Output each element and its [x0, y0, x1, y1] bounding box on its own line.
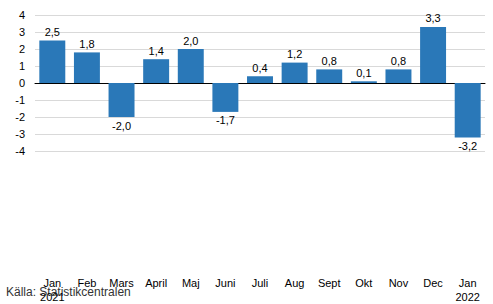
svg-text:1,8: 1,8 — [79, 38, 94, 50]
svg-text:2021: 2021 — [40, 291, 64, 303]
svg-text:Sept: Sept — [318, 277, 341, 289]
svg-text:Källa: Statistikcentralen: Källa: Statistikcentralen — [6, 285, 131, 299]
svg-text:Jan: Jan — [459, 277, 477, 289]
svg-text:2: 2 — [19, 43, 25, 55]
svg-text:-2: -2 — [15, 111, 25, 123]
svg-text:2,0: 2,0 — [183, 35, 198, 47]
svg-text:Juli: Juli — [252, 277, 269, 289]
svg-text:1,4: 1,4 — [149, 45, 164, 57]
svg-text:0,8: 0,8 — [322, 55, 337, 67]
svg-text:4: 4 — [19, 9, 25, 21]
svg-text:1: 1 — [19, 60, 25, 72]
svg-text:Dec: Dec — [423, 277, 443, 289]
svg-text:3,3: 3,3 — [425, 12, 440, 24]
svg-text:-3,2: -3,2 — [458, 140, 477, 152]
svg-text:-3: -3 — [15, 128, 25, 140]
svg-text:0,1: 0,1 — [356, 67, 371, 79]
svg-text:Aug: Aug — [285, 277, 305, 289]
svg-text:Okt: Okt — [355, 277, 372, 289]
svg-text:April: April — [145, 277, 167, 289]
svg-text:0: 0 — [19, 77, 25, 89]
svg-text:Juni: Juni — [215, 277, 235, 289]
svg-text:-1,7: -1,7 — [216, 114, 235, 126]
svg-text:-4: -4 — [15, 145, 25, 157]
svg-text:1,2: 1,2 — [287, 48, 302, 60]
svg-text:3: 3 — [19, 26, 25, 38]
svg-text:2022: 2022 — [455, 291, 479, 303]
svg-text:Nov: Nov — [389, 277, 409, 289]
svg-text:Mars: Mars — [109, 277, 134, 289]
svg-text:2,5: 2,5 — [45, 26, 60, 38]
svg-text:0,8: 0,8 — [391, 55, 406, 67]
svg-text:-1: -1 — [15, 94, 25, 106]
svg-text:0,4: 0,4 — [252, 62, 267, 74]
svg-text:-2,0: -2,0 — [112, 120, 131, 132]
svg-text:Feb: Feb — [77, 277, 96, 289]
svg-text:Maj: Maj — [182, 277, 200, 289]
svg-text:Jan: Jan — [43, 277, 61, 289]
